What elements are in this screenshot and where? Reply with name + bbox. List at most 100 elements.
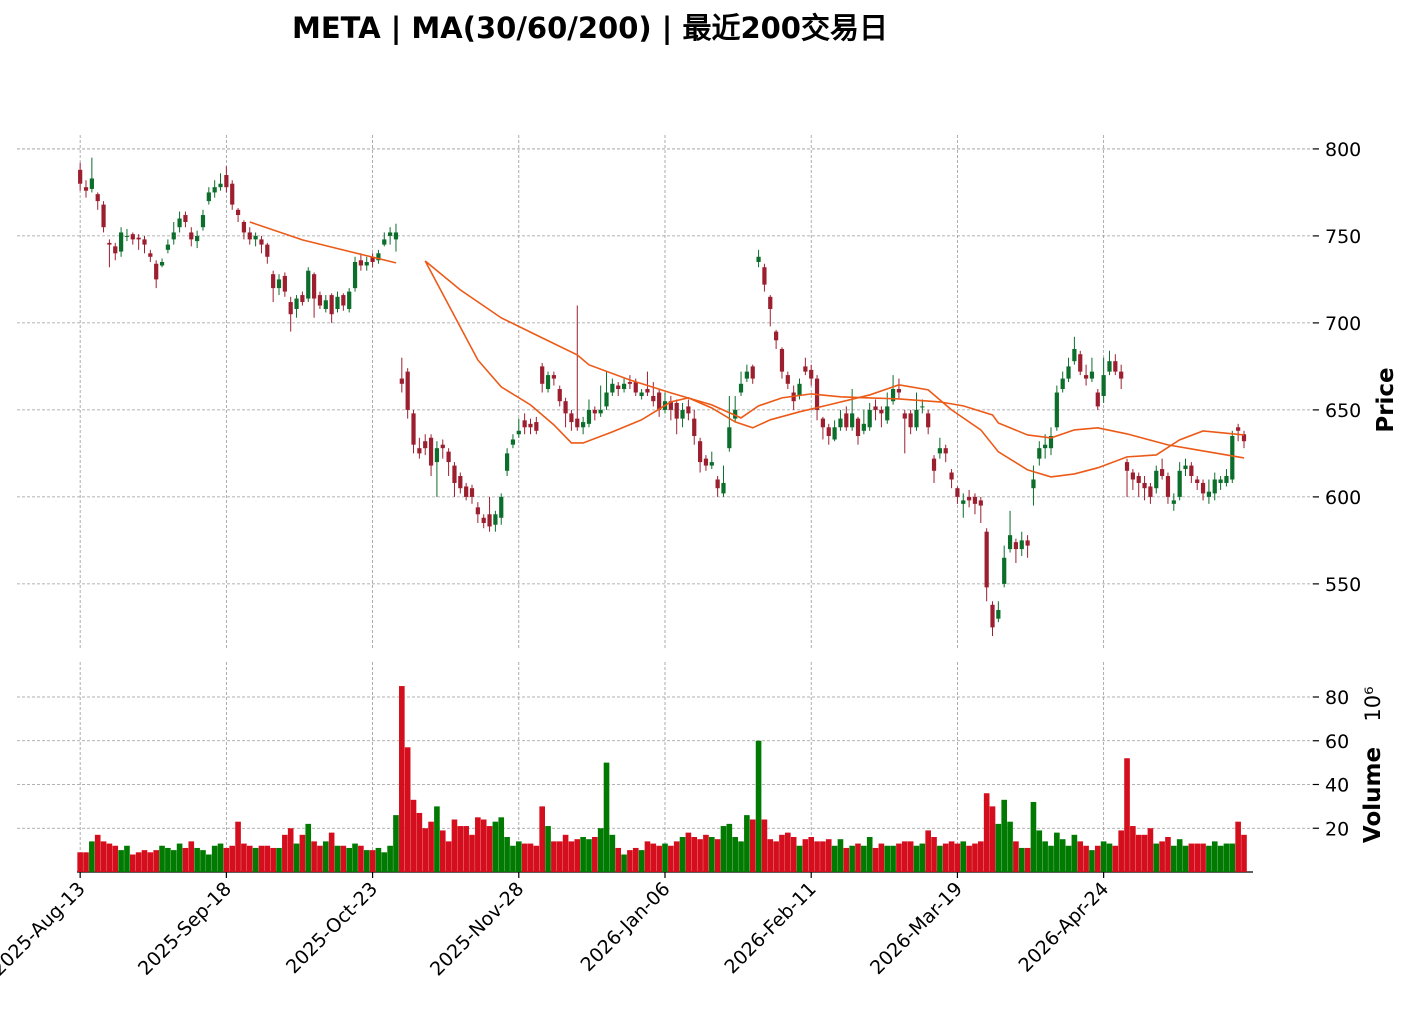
candle-body [1183,465,1188,470]
candle-body [1142,482,1147,489]
volume-bar [790,837,797,872]
volume-bar [785,832,791,872]
volume-bar [375,847,382,872]
candle-body [1218,479,1223,483]
volume-bar [937,845,943,872]
candle-body [803,366,808,372]
volume-bar [551,841,557,872]
volume-bar [1200,843,1206,872]
candle-body [206,192,211,202]
candle-body [358,260,363,266]
candle-body [148,253,153,257]
volume-bar [744,815,750,872]
volume-bar [545,826,551,872]
volume-bar [989,806,996,872]
volume-bar [638,850,645,872]
candle-body [996,609,1001,619]
candle-body [107,242,112,245]
volume-bar [258,845,265,872]
volume-bar [1007,821,1013,872]
candle-body [1160,469,1165,477]
candle-body [721,482,726,494]
candle-body [972,496,978,504]
volume-bar [1159,841,1165,872]
candle-body [171,232,176,240]
candle-body [469,488,475,497]
candle-body [1072,349,1077,362]
candle-body [633,382,638,393]
candle-body [545,375,551,390]
candle-body [341,295,346,306]
volume-bar [1188,843,1195,872]
volume-bar [901,841,908,872]
candle-body [586,409,592,424]
candle-body [1171,500,1176,504]
candle-body [826,427,831,436]
volume-bar [1106,843,1113,872]
candle-body [83,187,89,191]
y-tick-label: 650 [1325,400,1361,422]
volume-bar [311,841,317,872]
candle-body [774,331,779,341]
volume-bar [282,834,288,872]
candle-body [218,183,223,188]
volume-bar [960,841,967,872]
y-tick-label: 800 [1325,139,1361,161]
volume-bar [609,834,616,872]
candle-body [1241,434,1247,442]
volume-bar [732,837,738,872]
candle-body [1200,482,1206,494]
candle-body [493,514,498,525]
candle-body [101,204,106,228]
candle-body [522,420,527,428]
volume-bar [328,832,335,872]
volume-bar [597,828,604,872]
candle-body [481,517,486,523]
volume-bar [1229,843,1236,872]
candle-body [399,378,404,384]
candle-body [235,209,241,216]
candle-body [78,169,83,184]
volume-tick-label: 60 [1325,731,1349,753]
candle-body [657,392,662,410]
volume-bar [1094,845,1101,872]
volume-bar [925,830,931,872]
volume-bar [469,834,475,872]
y-tick-label: 600 [1325,487,1361,509]
volume-bar [1077,841,1084,872]
volume-bar [673,841,680,872]
volume-bar [1217,845,1224,872]
candle-body [300,295,305,303]
volume-bar [1059,839,1066,872]
candle-body [645,389,650,393]
y-tick-label: 750 [1325,226,1361,248]
volume-bar [656,845,662,872]
candle-body [978,500,983,506]
candle-body [423,441,428,449]
candle-body [1148,486,1153,497]
volume-bar [1118,830,1124,872]
candle-body [323,300,328,309]
volume-bar [539,806,545,872]
candle-body [639,392,644,396]
volume-bar [1018,847,1025,872]
volume-bar [428,821,434,872]
volume-bar [217,843,224,872]
candle-body [680,409,685,419]
volume-bar [153,850,159,872]
candle-body [224,175,229,188]
volume-bar [1083,845,1089,872]
volume-bar [556,841,563,872]
candle-body [937,448,942,454]
candle-body [516,430,521,435]
volume-bar [1071,834,1078,872]
volume-bar [241,843,247,872]
candle-body [616,385,621,390]
volume-bar [1194,843,1201,872]
volume-bar [112,845,119,872]
y-axis-label: Price [1373,367,1399,432]
candle-body [411,413,416,445]
volume-bar [270,847,276,872]
volume-bar [246,845,253,872]
candle-body [1189,465,1194,477]
